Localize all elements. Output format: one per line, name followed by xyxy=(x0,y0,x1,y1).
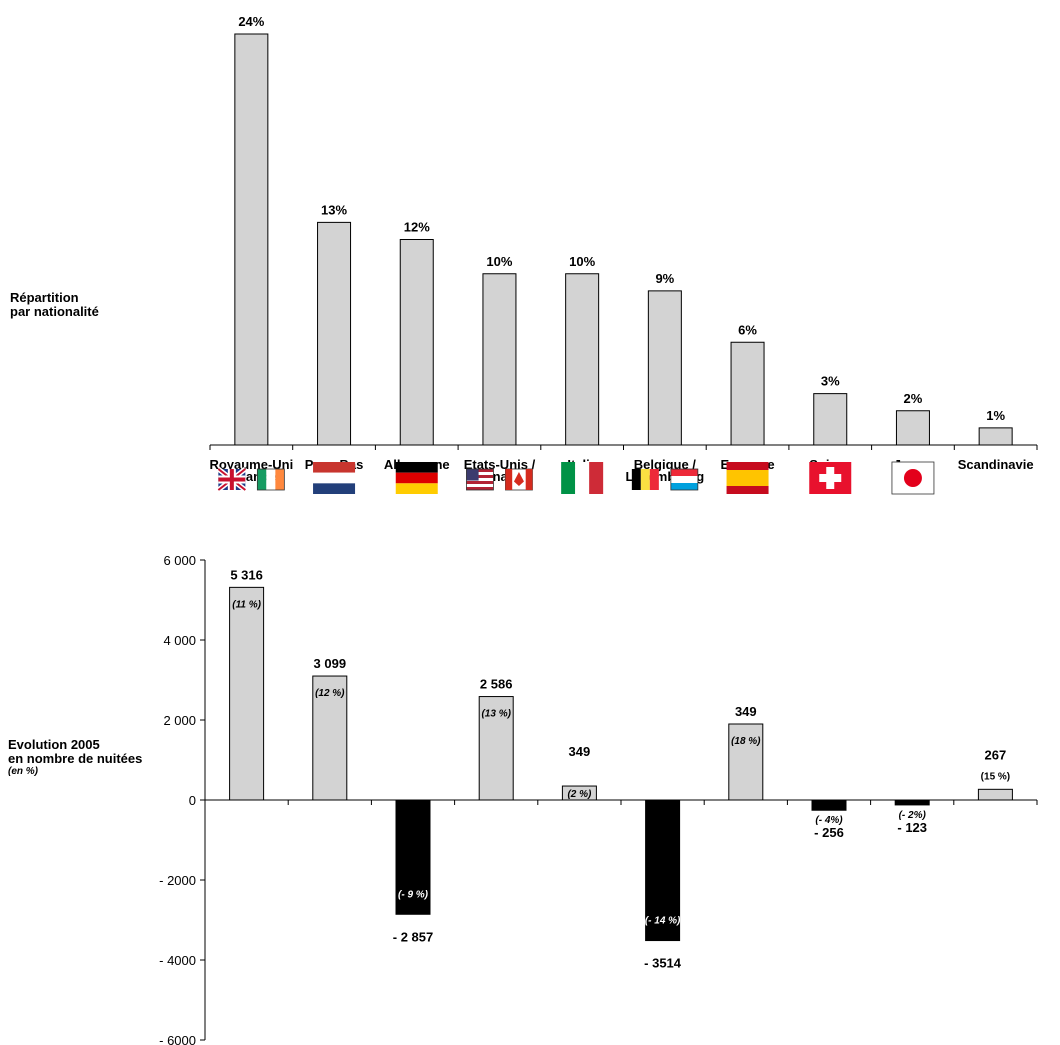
y-tick-label: 2 000 xyxy=(163,713,196,728)
bottom-chart-side-label: Evolution 2005 en nombre de nuitées (en … xyxy=(8,737,143,778)
y-tick-label: - 6000 xyxy=(159,1033,196,1045)
bottom-bar xyxy=(811,799,847,811)
bottom-pct-label: (11 %) xyxy=(232,599,261,610)
bottom-value-label: - 2 857 xyxy=(393,929,433,944)
bottom-pct-label: (12 %) xyxy=(315,688,345,699)
bottom-pct-label: (- 4%) xyxy=(815,815,843,826)
y-tick-label: - 4000 xyxy=(159,953,196,968)
germany-flag-icon xyxy=(395,462,438,494)
top-side-label-line1: Répartition xyxy=(10,290,79,305)
y-tick-label: 4 000 xyxy=(163,633,196,648)
top-bar xyxy=(565,273,600,446)
bottom-side-label-line2: en nombre de nuitées xyxy=(8,751,143,766)
category-label: Royaume-Uni xyxy=(209,457,293,472)
bottom-value-label: 2 586 xyxy=(480,677,513,692)
top-chart-side-label: Répartition par nationalité xyxy=(10,291,99,319)
top-bar xyxy=(895,410,930,446)
top-bar-data-label: 2% xyxy=(904,391,923,406)
bottom-pct-label: (- 2%) xyxy=(899,810,927,821)
bottom-bar xyxy=(229,586,265,801)
bottom-pct-label: (18 %) xyxy=(731,736,761,747)
y-tick-label: 0 xyxy=(189,793,196,808)
top-bar-data-label: 9% xyxy=(655,271,674,286)
bottom-value-label: 267 xyxy=(985,747,1007,762)
top-bar-data-label: 12% xyxy=(404,220,430,235)
usa-flag-icon xyxy=(466,468,494,491)
canada-flag-icon xyxy=(505,468,533,491)
category-label: Scandinavie xyxy=(958,457,1034,472)
category-label: Etats-Unis / xyxy=(464,457,536,472)
bottom-bar xyxy=(312,675,348,801)
top-bar xyxy=(234,33,269,446)
bottom-bar xyxy=(561,785,597,801)
top-bar xyxy=(730,341,765,446)
bottom-value-label: 3 099 xyxy=(314,656,347,671)
uk-flag-icon xyxy=(216,467,247,492)
top-bar-data-label: 6% xyxy=(738,322,757,337)
top-bar xyxy=(317,221,352,446)
luxembourg-flag-icon xyxy=(670,468,699,491)
bottom-side-label-line1: Evolution 2005 xyxy=(8,737,100,752)
italy-flag-icon xyxy=(561,462,604,494)
top-bar-data-label: 24% xyxy=(238,14,264,29)
bottom-pct-label: (2 %) xyxy=(567,789,592,800)
bottom-value-label: - 123 xyxy=(897,820,927,835)
top-bar xyxy=(647,290,682,446)
bottom-pct-label: (- 14 %) xyxy=(645,916,681,927)
bottom-pct-label: (13 %) xyxy=(481,709,511,720)
category-label: Belgique / xyxy=(634,457,697,472)
spain-flag-icon xyxy=(726,462,769,494)
bottom-value-label: - 256 xyxy=(814,825,844,840)
bottom-side-label-unit: (en %) xyxy=(8,766,38,777)
bottom-value-label: 349 xyxy=(735,704,757,719)
top-bar-data-label: 13% xyxy=(321,202,347,217)
japan-flag-icon xyxy=(891,461,935,495)
bottom-value-label: 5 316 xyxy=(230,567,263,582)
netherlands-flag-icon xyxy=(313,462,356,494)
top-bar-data-label: 3% xyxy=(821,374,840,389)
ireland-flag-icon xyxy=(256,468,285,491)
top-bar xyxy=(813,393,848,446)
bottom-value-label: - 3514 xyxy=(644,956,682,971)
y-tick-label: - 2000 xyxy=(159,873,196,888)
belgium-flag-icon xyxy=(631,469,659,490)
y-tick-label: 6 000 xyxy=(163,553,196,568)
bottom-bar xyxy=(645,799,681,942)
bottom-bar xyxy=(478,696,514,801)
top-bar xyxy=(978,427,1013,446)
top-bar xyxy=(482,273,517,446)
bottom-bar xyxy=(395,799,431,915)
bottom-value-label: 349 xyxy=(569,744,591,759)
top-side-label-line2: par nationalité xyxy=(10,304,99,319)
bottom-bar xyxy=(977,788,1013,801)
top-bar xyxy=(399,239,434,446)
bottom-bar xyxy=(894,799,930,806)
top-bar-data-label: 10% xyxy=(569,254,595,269)
switzerland-flag-icon xyxy=(809,462,852,494)
bottom-bar xyxy=(728,723,764,801)
top-bar-data-label: 1% xyxy=(986,408,1005,423)
bottom-pct-label: (15 %) xyxy=(981,771,1010,782)
top-bar-data-label: 10% xyxy=(486,254,512,269)
bottom-pct-label: (- 9 %) xyxy=(398,889,429,900)
